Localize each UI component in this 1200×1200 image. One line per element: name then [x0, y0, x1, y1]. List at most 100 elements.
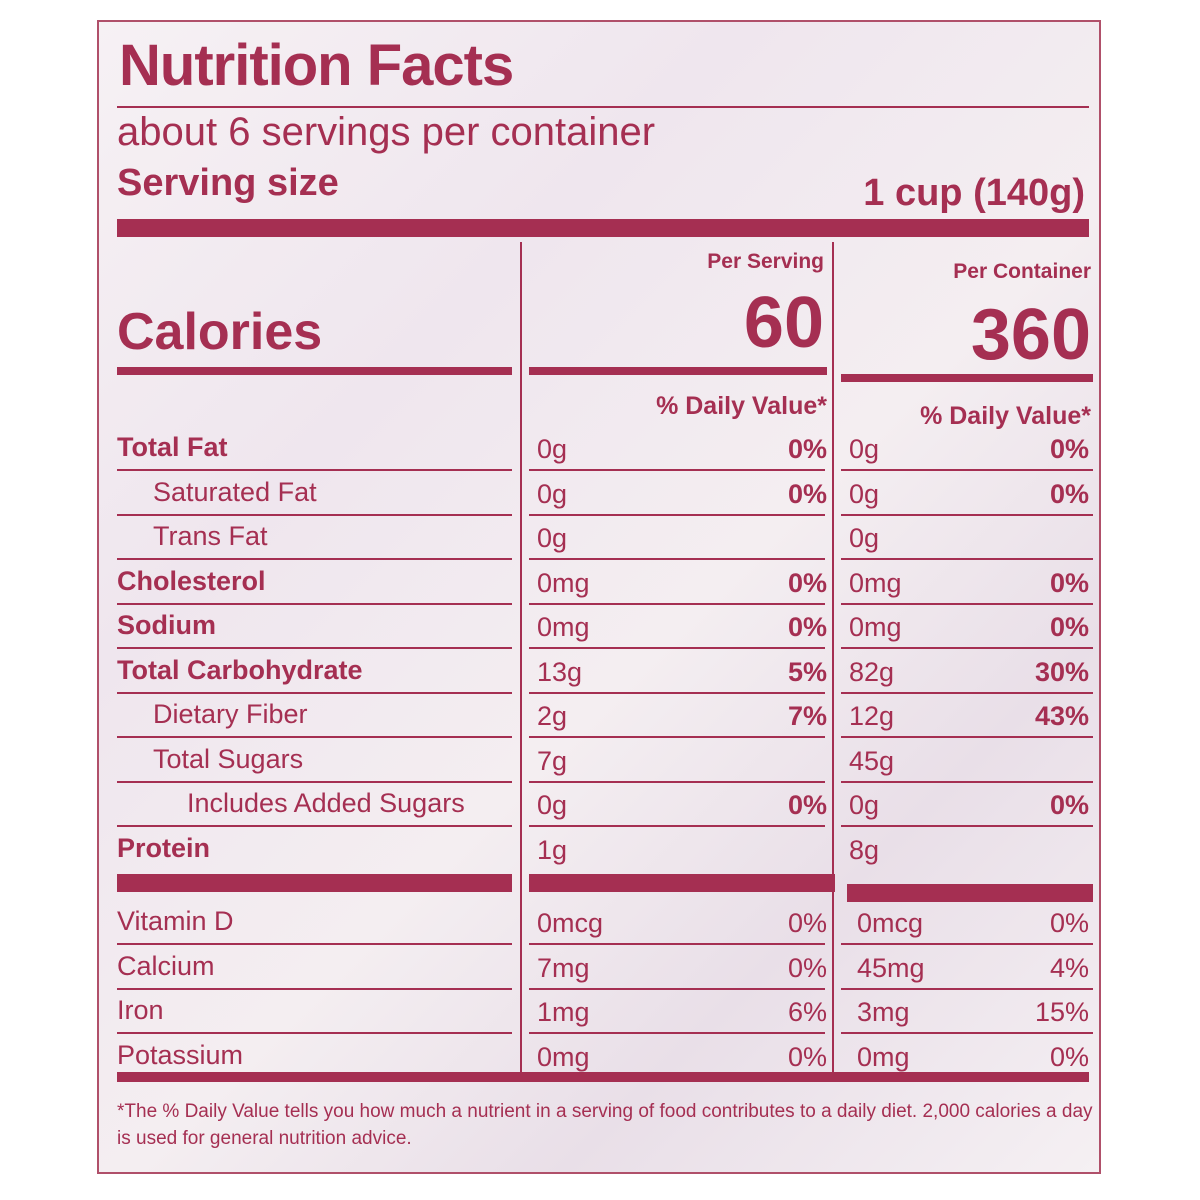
serving-daily-value: 0%: [787, 1041, 827, 1072]
container-amount: 45g: [849, 745, 895, 776]
servings-per-container: about 6 servings per container: [117, 110, 656, 154]
container-amount: 0g: [849, 478, 880, 509]
divider: [529, 736, 825, 738]
calories-label: Calories: [117, 303, 323, 361]
calories-per-serving: 60: [743, 283, 824, 363]
divider: [841, 780, 1093, 783]
divider: [529, 469, 825, 471]
thick-divider: [117, 219, 1089, 237]
container-amount: 12g: [849, 701, 895, 731]
vitamin-name: Vitamin D: [117, 906, 234, 936]
divider: [529, 987, 825, 990]
container-amount: 0g: [849, 790, 880, 820]
divider: [117, 780, 512, 783]
divider: [117, 469, 512, 471]
divider: [841, 602, 1093, 605]
divider: [529, 647, 825, 649]
container-daily-value: 0%: [1049, 908, 1089, 938]
vitamin-name: Calcium: [117, 950, 215, 981]
serving-amount: 0mcg: [537, 908, 604, 938]
per-serving-header: Per Serving: [707, 250, 824, 273]
nutrient-row: Total Fat 0g 0% 0g 0%: [117, 426, 1093, 471]
nutrition-facts-label: Nutrition Facts about 6 servings per con…: [97, 20, 1101, 1174]
serving-daily-value: 0%: [787, 612, 827, 642]
vitamin-row: Calcium 7mg 0% 45mg 4%: [117, 945, 1093, 990]
divider: [117, 513, 512, 516]
serving-amount: 0g: [537, 478, 568, 509]
divider: [841, 558, 1093, 560]
vitamin-row: Vitamin D 0mcg 0% 0mcg 0%: [117, 900, 1093, 945]
container-daily-value: 0%: [1049, 1041, 1089, 1072]
container-daily-value: 0%: [1049, 434, 1089, 464]
divider: [117, 558, 512, 560]
vitamin-name: Iron: [117, 995, 164, 1025]
nutrient-row: Sodium 0mg 0% 0mg 0%: [117, 604, 1093, 649]
divider: [117, 602, 512, 605]
container-amount: 3mg: [857, 997, 910, 1027]
divider: [117, 106, 1089, 108]
serving-daily-value: 0%: [787, 908, 827, 938]
per-container-header: Per Container: [953, 260, 1091, 283]
serving-daily-value: 6%: [787, 997, 827, 1027]
nutrient-row: Protein 1g 8g: [117, 827, 1092, 871]
divider: [529, 1032, 825, 1034]
container-amount: 0mg: [849, 612, 902, 642]
column-divider: [832, 242, 834, 1082]
serving-daily-value: 7%: [787, 701, 827, 731]
container-daily-value: 43%: [1034, 701, 1089, 731]
divider: [117, 874, 512, 892]
divider: [117, 647, 512, 649]
divider: [841, 825, 1093, 827]
divider: [529, 874, 835, 892]
serving-amount: 13g: [537, 656, 583, 687]
nutrient-row: Total Sugars 7g 45g: [117, 738, 1093, 783]
container-daily-value: 4%: [1049, 952, 1089, 983]
serving-daily-value: 0%: [787, 478, 827, 509]
container-amount: 0g: [849, 434, 880, 464]
divider: [529, 825, 825, 827]
divider: [841, 513, 1093, 516]
vitamin-name: Potassium: [117, 1039, 244, 1070]
dv-header-serving: % Daily Value*: [656, 392, 827, 420]
divider: [529, 558, 825, 560]
divider: [117, 987, 512, 990]
divider: [529, 943, 825, 945]
divider: [117, 736, 512, 738]
serving-amount: 7mg: [537, 952, 590, 983]
container-amount: 0g: [849, 523, 880, 553]
nutrient-name: Dietary Fiber: [153, 699, 308, 729]
divider: [841, 691, 1093, 694]
divider: [841, 1032, 1093, 1034]
serving-daily-value: 0%: [787, 790, 827, 820]
divider: [529, 691, 825, 694]
serving-size-value: 1 cup (140g): [863, 172, 1085, 214]
divider: [529, 602, 825, 605]
footnote: *The % Daily Value tells you how much a …: [117, 1101, 1093, 1149]
container-amount: 0mg: [849, 567, 902, 598]
serving-amount: 0mg: [537, 612, 590, 642]
container-daily-value: 15%: [1034, 997, 1089, 1027]
nutrient-row: Includes Added Sugars 0g 0% 0g 0%: [117, 782, 1093, 827]
serving-daily-value: 5%: [787, 656, 827, 687]
vitamin-row: Potassium 0mg 0% 0mg 0%: [117, 1034, 1092, 1078]
label-title: Nutrition Facts: [119, 33, 514, 98]
dv-header-container: % Daily Value*: [920, 402, 1091, 430]
serving-amount: 7g: [537, 745, 568, 776]
container-daily-value: 0%: [1049, 567, 1089, 598]
nutrient-name: Trans Fat: [153, 521, 268, 551]
nutrient-row: Cholesterol 0mg 0% 0mg 0%: [117, 560, 1093, 605]
container-daily-value: 0%: [1049, 478, 1089, 509]
divider: [841, 943, 1093, 945]
serving-amount: 1mg: [537, 997, 590, 1027]
divider: [117, 691, 512, 694]
divider: [117, 943, 512, 945]
divider: [841, 736, 1093, 738]
nutrient-name: Includes Added Sugars: [187, 788, 465, 818]
serving-daily-value: 0%: [787, 434, 827, 464]
divider: [117, 1032, 512, 1034]
thick-divider: [529, 367, 827, 375]
serving-daily-value: 0%: [787, 952, 827, 983]
nutrient-name: Saturated Fat: [153, 476, 317, 507]
divider: [847, 884, 1093, 902]
thick-divider: [841, 374, 1093, 382]
